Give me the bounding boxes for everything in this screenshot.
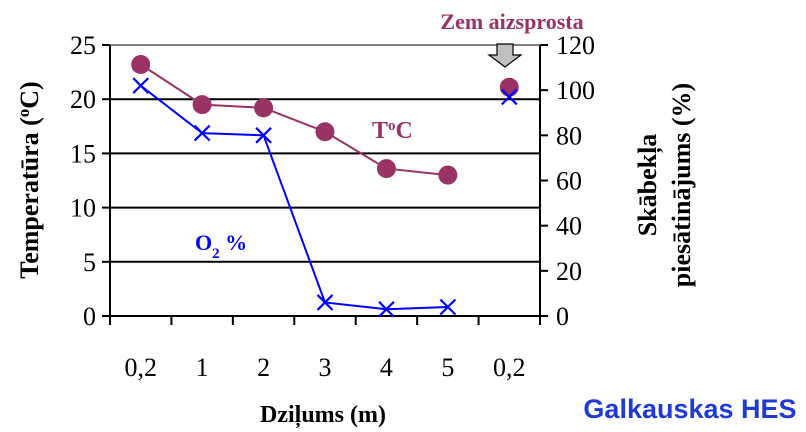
oxygen-point-stroke bbox=[316, 294, 334, 311]
oxygen-point bbox=[255, 127, 272, 144]
y-right-tick-label: 80 bbox=[556, 121, 582, 150]
oxygen-label-base: O bbox=[195, 230, 212, 255]
y-left-tick-label: 5 bbox=[83, 248, 96, 277]
oxygen-point-stroke bbox=[255, 127, 272, 144]
axes-layer bbox=[102, 44, 548, 325]
x-tick-label: 1 bbox=[196, 353, 209, 382]
y-right-tick-label: 120 bbox=[556, 31, 595, 60]
y-left-tick-label: 15 bbox=[70, 139, 96, 168]
y-right-tick-label: 20 bbox=[556, 257, 582, 286]
y-axis-left-title-sup: o bbox=[14, 109, 33, 118]
oxygen-series-line bbox=[140, 84, 448, 311]
y-axis-right-title-line1: Skābekļa bbox=[633, 134, 663, 237]
oxygen-series-label: O2 % bbox=[195, 230, 247, 262]
x-tick-label: 0,2 bbox=[493, 353, 526, 382]
temperature-series-line bbox=[140, 63, 448, 177]
temperature-point bbox=[376, 159, 396, 179]
y-right-tick-label: 40 bbox=[556, 212, 582, 241]
y-left-tick-label: 20 bbox=[70, 85, 96, 114]
y-axis-left-title-tail: C) bbox=[15, 81, 44, 108]
oxygen-point bbox=[193, 124, 211, 142]
temperature-point bbox=[438, 165, 458, 185]
oxygen-point-stroke bbox=[439, 298, 457, 316]
station-caption: Galkauskas HES bbox=[583, 394, 796, 424]
oxygen-label-sub: 2 bbox=[212, 246, 220, 262]
temperature-series-label: ToC bbox=[372, 118, 413, 144]
y-axis-right-title-line2: piesātinājums (%) bbox=[667, 83, 696, 287]
y-left-tick-label: 10 bbox=[70, 194, 96, 223]
oxygen-point-stroke bbox=[193, 124, 211, 142]
y-right-tick-label: 100 bbox=[556, 76, 595, 105]
y-axis-left-title: Temperatūra (oC) bbox=[14, 81, 45, 278]
oxygen-label-tail: % bbox=[220, 230, 248, 255]
oxygen-point bbox=[501, 88, 518, 106]
x-axis-title: Dziļums (m) bbox=[260, 402, 386, 429]
oxygen-point bbox=[439, 298, 457, 316]
y-left-tick-label: 0 bbox=[83, 302, 96, 331]
y-right-tick-label: 0 bbox=[556, 302, 569, 331]
temperature-point bbox=[499, 77, 519, 97]
series-layer bbox=[131, 55, 519, 318]
temperature-label-base: T bbox=[372, 118, 388, 144]
temperature-point bbox=[254, 98, 274, 118]
temperature-label-tail: C bbox=[396, 118, 413, 144]
dam-annotation-label: Zem aizsprosta bbox=[440, 9, 583, 34]
y-right-tick-label: 60 bbox=[556, 167, 582, 196]
oxygen-point-stroke bbox=[501, 88, 518, 106]
y-axis-left-title-base: Temperatūra ( bbox=[15, 117, 44, 279]
oxygen-point bbox=[316, 294, 334, 311]
temperature-point bbox=[315, 122, 335, 142]
oxygen-point bbox=[132, 77, 149, 94]
grid-layer bbox=[110, 44, 540, 263]
x-tick-label: 5 bbox=[441, 353, 454, 382]
x-tick-label: 4 bbox=[380, 353, 393, 382]
labels-layer: 0 5 10 15 20 25 0 20 40 60 80 100 120 0,2 1 2 3 4 5 0,2 bbox=[70, 31, 595, 382]
temperature-label-sup: o bbox=[388, 118, 396, 134]
x-tick-label: 0,2 bbox=[124, 353, 157, 382]
temperature-point bbox=[192, 95, 212, 115]
oxygen-point-stroke bbox=[378, 300, 395, 318]
oxygen-point bbox=[378, 300, 395, 318]
y-left-tick-label: 25 bbox=[70, 31, 96, 60]
temperature-point bbox=[131, 55, 151, 75]
oxygen-point-stroke bbox=[132, 77, 149, 94]
x-tick-label: 3 bbox=[319, 353, 332, 382]
down-arrow-icon bbox=[487, 43, 523, 68]
x-tick-label: 2 bbox=[257, 353, 270, 382]
